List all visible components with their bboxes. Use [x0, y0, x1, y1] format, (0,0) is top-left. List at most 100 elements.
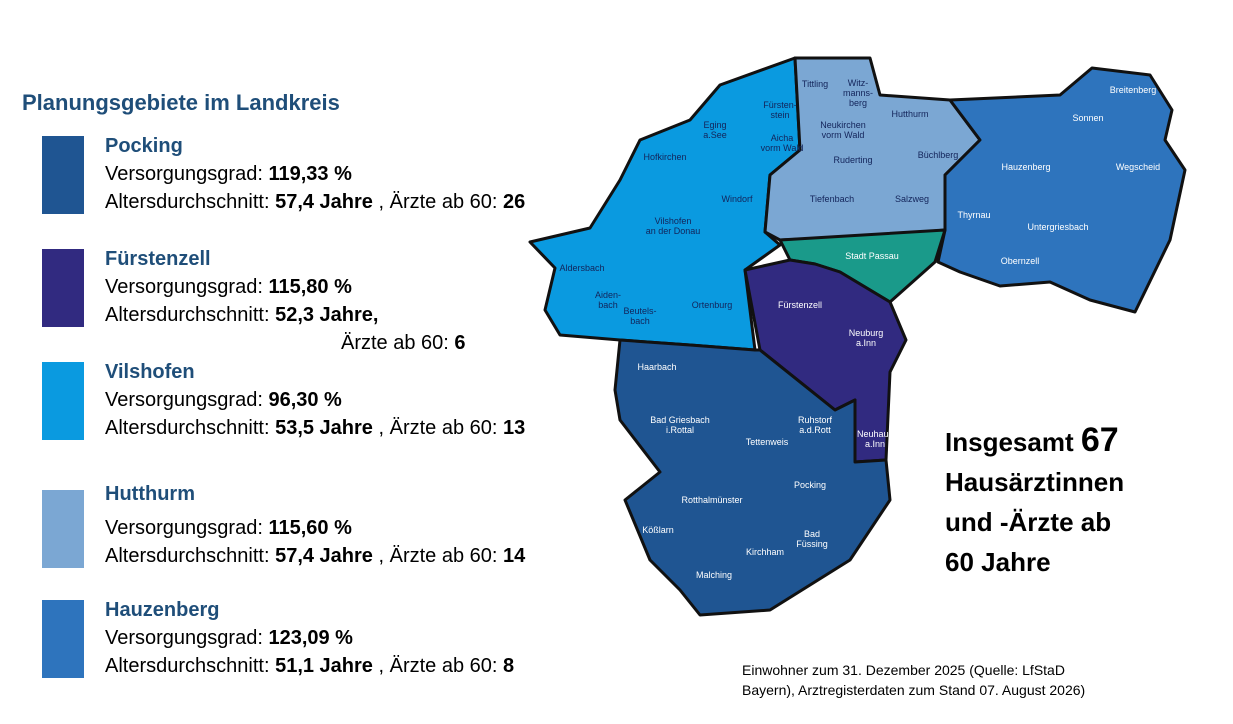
- legend-text: Hutthurm Versorgungsgrad: 115,60 % Altersd…: [105, 480, 525, 570]
- total-number: 67: [1080, 421, 1119, 459]
- place-label: Beutels-: [623, 306, 656, 316]
- footnote: Einwohner zum 31. Dezember 2025 (Quelle:…: [742, 660, 1085, 700]
- legend-swatch: [42, 136, 84, 214]
- place-label: Tettenweis: [746, 437, 789, 447]
- age-label: Altersdurchschnitt:: [105, 545, 270, 567]
- place-label: a.See: [703, 130, 727, 140]
- age-label: Altersdurchschnitt:: [105, 304, 270, 326]
- place-label: Eging: [703, 120, 726, 130]
- age-value: 52,3 Jahre,: [275, 304, 379, 326]
- place-label: Pocking: [794, 480, 826, 490]
- legend-text: Pocking Versorgungsgrad: 119,33 % Altersdu…: [105, 132, 525, 216]
- footnote-line: Einwohner zum 31. Dezember 2025 (Quelle:…: [742, 662, 1065, 678]
- legend-text: Hauzenberg Versorgungsgrad: 123,09 % Alter…: [105, 596, 514, 680]
- place-label: vorm Wald: [822, 130, 865, 140]
- place-label: i.Rottal: [666, 425, 694, 435]
- coverage-label: Versorgungsgrad:: [105, 276, 263, 298]
- legend-title: Planungsgebiete im Landkreis: [22, 90, 340, 115]
- coverage-line: Versorgungsgrad: 96,30 %: [105, 386, 525, 414]
- place-label: Hauzenberg: [1001, 162, 1050, 172]
- place-label: Wegscheid: [1116, 162, 1160, 172]
- age-label: Altersdurchschnitt:: [105, 191, 270, 213]
- footnote-line: Bayern), Arztregisterdaten zum Stand 07.…: [742, 682, 1086, 698]
- legend-swatch: [42, 249, 84, 327]
- age-value: 53,5 Jahre: [275, 417, 373, 439]
- place-label: Aicha: [771, 133, 794, 143]
- place-label: Neukirchen: [820, 120, 866, 130]
- place-label: Malching: [696, 570, 732, 580]
- doctors-value: 26: [503, 191, 526, 213]
- legend-swatch: [42, 490, 84, 568]
- place-label: Kirchham: [746, 547, 784, 557]
- legend-swatch: [42, 362, 84, 440]
- age-value: 57,4 Jahre: [275, 545, 373, 567]
- doctors-value: 6: [454, 332, 466, 354]
- legend-text: Vilshofen Versorgungsgrad: 96,30 % Altersd…: [105, 358, 525, 442]
- place-label: Ruhstorf: [798, 415, 833, 425]
- doctors-value: 8: [503, 655, 515, 677]
- total-line: und -Ärzte ab: [945, 507, 1112, 537]
- age-line: Altersdurchschnitt: 57,4 Jahre , Ärzte a…: [105, 542, 525, 570]
- coverage-value: 115,60 %: [268, 517, 352, 539]
- place-label: bach: [630, 316, 650, 326]
- place-label: Bad Griesbach: [650, 415, 710, 425]
- total-line: Hausärztinnen: [945, 467, 1125, 497]
- place-label: Untergriesbach: [1027, 222, 1088, 232]
- coverage-value: 123,09 %: [268, 627, 353, 649]
- coverage-label: Versorgungsgrad:: [105, 389, 263, 411]
- place-label: Ruderting: [833, 155, 872, 165]
- place-label: Salzweg: [895, 194, 929, 204]
- place-label: berg: [849, 98, 867, 108]
- place-label: Windorf: [721, 194, 753, 204]
- age-value: 57,4 Jahre: [275, 191, 373, 213]
- doctors-label: , Ärzte ab 60:: [378, 191, 498, 213]
- place-label: Haarbach: [637, 362, 676, 372]
- place-label: Hofkirchen: [643, 152, 686, 162]
- area-name: Fürstenzell: [105, 248, 211, 270]
- age-value: 51,1 Jahre: [275, 655, 373, 677]
- place-label: Kößlarn: [642, 525, 674, 535]
- place-label: Witz-: [848, 78, 869, 88]
- place-label: Thyrnau: [957, 210, 990, 220]
- place-label: Füssing: [796, 539, 828, 549]
- coverage-line: Versorgungsgrad: 115,60 %: [105, 514, 525, 542]
- area-name: Hauzenberg: [105, 599, 220, 621]
- coverage-label: Versorgungsgrad:: [105, 163, 263, 185]
- area-name: Vilshofen: [105, 361, 195, 383]
- coverage-label: Versorgungsgrad:: [105, 517, 263, 539]
- age-label: Altersdurchschnitt:: [105, 655, 270, 677]
- doctors-label: , Ärzte ab 60:: [378, 417, 498, 439]
- place-label: Tittling: [802, 79, 828, 89]
- legend-text: Fürstenzell Versorgungsgrad: 115,80 % Alte…: [105, 245, 466, 357]
- age-line: Altersdurchschnitt: 51,1 Jahre , Ärzte a…: [105, 652, 514, 680]
- place-label: Fürsten-: [763, 100, 797, 110]
- place-label: Vilshofen: [655, 216, 692, 226]
- total-note: Insgesamt 67 Hausärztinnen und -Ärzte ab…: [945, 420, 1124, 582]
- age-label: Altersdurchschnitt:: [105, 417, 270, 439]
- place-label: Bad: [804, 529, 820, 539]
- total-line: 60 Jahre: [945, 547, 1051, 577]
- place-label: Neuburg: [849, 328, 884, 338]
- legend-swatch: [42, 600, 84, 678]
- coverage-label: Versorgungsgrad:: [105, 627, 263, 649]
- place-label: vorm Wald: [761, 143, 804, 153]
- place-label: Tiefenbach: [810, 194, 854, 204]
- place-label: Aldersbach: [559, 263, 604, 273]
- place-label: manns-: [843, 88, 873, 98]
- doctors-label: , Ärzte ab 60:: [378, 545, 498, 567]
- place-label: a.Inn: [856, 338, 876, 348]
- place-label: a.Inn: [865, 439, 885, 449]
- area-name: Pocking: [105, 135, 183, 157]
- place-label: Obernzell: [1001, 256, 1040, 266]
- place-label: stein: [770, 110, 789, 120]
- doctors-line: Ärzte ab 60: 6: [105, 329, 466, 357]
- area-hauzenberg: [936, 66, 1187, 314]
- place-label: Büchlberg: [918, 150, 959, 160]
- place-label: a.d.Rott: [799, 425, 831, 435]
- doctors-label: Ärzte ab 60:: [341, 332, 449, 354]
- coverage-line: Versorgungsgrad: 119,33 %: [105, 160, 525, 188]
- coverage-line: Versorgungsgrad: 123,09 %: [105, 624, 514, 652]
- place-label: bach: [598, 300, 618, 310]
